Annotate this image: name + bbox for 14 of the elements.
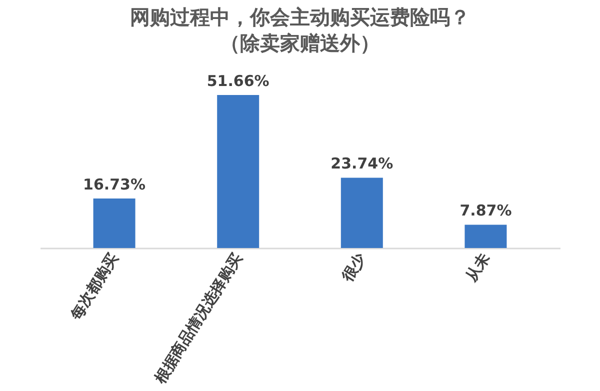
bar (217, 95, 260, 248)
bar (93, 198, 136, 248)
x-tick-label: 每次都购买 (66, 250, 122, 324)
chart-title: 网购过程中，你会主动购买运费险吗？ (130, 5, 470, 29)
data-label: 23.74% (330, 154, 394, 173)
bar (340, 178, 383, 248)
x-tick-label: 根据商品情况选择购买 (150, 250, 246, 388)
x-tick-label: 从未 (462, 248, 494, 286)
x-tick-label: 很少 (338, 248, 370, 286)
data-label: 7.87% (460, 202, 512, 220)
chart-subtitle: （除卖家赠送外） (220, 31, 380, 55)
data-label: 51.66% (206, 72, 270, 90)
data-label: 16.73% (83, 175, 146, 194)
bar (464, 224, 507, 248)
